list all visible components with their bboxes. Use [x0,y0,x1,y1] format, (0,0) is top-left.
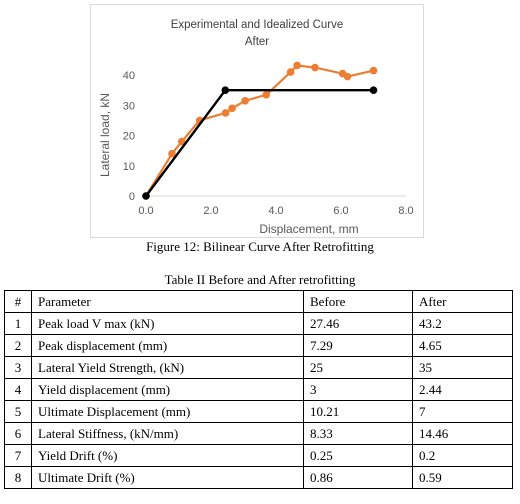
x-axis-label: Displacement, mm [259,222,358,236]
table-row: 5 Ultimate Displacement (mm) 10.21 7 [4,400,513,423]
table-row: 2 Peak displacement (mm) 7.29 4.65 [4,334,513,357]
table-header-row: # Parameter Before After [4,290,513,313]
row-index: 1 [4,312,32,335]
row-before: 0.86 [303,466,413,489]
header-after: After [412,290,513,313]
x-tick-label: 6.0 [333,205,348,217]
row-before: 0.25 [303,444,413,467]
table-row: 8 Ultimate Drift (%) 0.86 0.59 [4,466,513,489]
row-parameter: Lateral Stiffness, (kN/mm) [31,422,304,445]
y-tick-label: 40 [123,70,135,82]
y-tick-label: 0 [129,191,135,203]
row-index: 6 [4,422,32,445]
row-before: 25 [303,356,413,379]
series-1-point [241,97,249,105]
y-tick-label: 30 [123,100,135,112]
series-1-point [262,90,271,99]
row-after: 35 [412,356,513,379]
series-2-point [142,192,150,200]
table-row: 1 Peak load V max (kN) 27.46 43.2 [4,312,513,335]
series-1-point [228,104,236,113]
y-tick-label: 10 [123,161,135,173]
series-1-point [343,72,352,81]
table-row: 6 Lateral Stiffness, (kN/mm) 8.33 14.46 [4,422,513,445]
row-before: 7.29 [303,334,413,357]
row-index: 2 [4,334,32,357]
table-row: 7 Yield Drift (%) 0.25 0.2 [4,444,513,467]
header-index: # [4,290,32,313]
row-before: 3 [303,378,413,401]
y-axis-label: Lateral load, kN [98,93,112,177]
series-1-point [286,68,295,76]
series-line-1 [145,64,374,197]
series-1-point [293,61,301,70]
row-parameter: Peak load V max (kN) [31,312,304,335]
row-parameter: Ultimate Drift (%) [31,466,304,489]
series-1-point [311,63,319,72]
x-tick-label: 8.0 [398,205,413,217]
row-index: 5 [4,400,32,423]
header-parameter: Parameter [31,290,304,313]
chart-subtitle: After [244,36,270,48]
row-parameter: Peak displacement (mm) [31,334,304,357]
table-row: 4 Yield displacement (mm) 3 2.44 [4,378,513,401]
y-tick-label: 20 [123,131,135,143]
parameters-table: # Parameter Before After 1 Peak load V m… [4,290,513,489]
row-before: 10.21 [303,400,413,423]
row-after: 0.2 [412,444,513,467]
row-after: 43.2 [412,312,513,335]
row-parameter: Ultimate Displacement (mm) [31,400,304,423]
row-after: 0.59 [412,466,513,489]
row-parameter: Lateral Yield Strength, (kN) [31,356,304,379]
series-1-point [168,149,176,158]
series-1-point [221,109,230,117]
x-tick-label: 0.0 [138,205,153,217]
chart-plot: 0 10 20 30 40 0.0 2.0 4.0 6.0 8.0 Lateral load, k… [98,61,414,236]
row-before: 27.46 [303,312,413,335]
series-1-point [177,137,186,146]
row-after: 14.46 [412,422,513,445]
header-before: Before [303,290,413,313]
row-index: 3 [4,356,32,379]
x-tick-label: 2.0 [203,205,218,217]
table-row: 3 Lateral Yield Strength, (kN) 25 35 [4,356,513,379]
row-index: 8 [4,466,32,489]
series-2-point [369,86,378,95]
chart-container: Experimental and Idealized Curve After 0… [90,4,424,238]
row-after: 7 [412,400,513,423]
series-1-point [369,66,378,75]
row-after: 2.44 [412,378,513,401]
row-after: 4.65 [412,334,513,357]
row-index: 7 [4,444,32,467]
table-caption: Table II Before and After retrofitting [164,272,356,287]
chart-title: Experimental and Idealized Curve [170,19,344,31]
row-parameter: Yield Drift (%) [31,444,304,467]
x-tick-label: 4.0 [268,205,283,217]
row-index: 4 [4,378,32,401]
series-2-point [221,86,230,95]
figure-caption: Figure 12: Bilinear Curve After Retrofit… [146,239,374,254]
row-before: 8.33 [303,422,413,445]
row-parameter: Yield displacement (mm) [31,378,304,401]
